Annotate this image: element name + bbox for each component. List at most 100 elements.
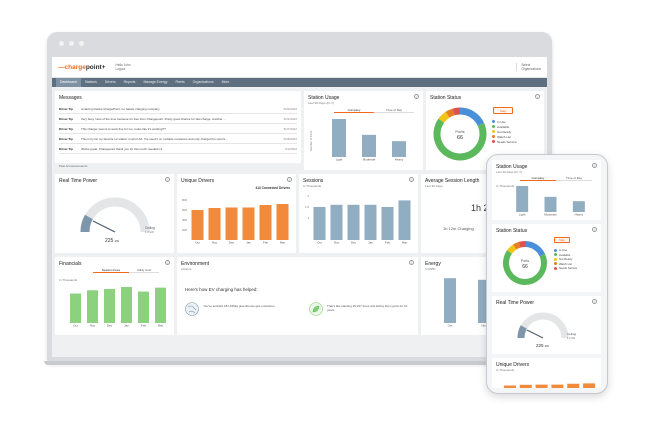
nav-fleets[interactable]: Fleets xyxy=(175,80,185,84)
x-tick-label: Oct xyxy=(448,324,453,328)
message-date: 5/28/2022 xyxy=(283,136,297,141)
station-status-title: Station Status xyxy=(430,95,462,101)
phone-station-usage-card: Station Usage Last 30 Days (Fr-T) i Comp… xyxy=(492,160,601,220)
chart-bar xyxy=(225,207,238,240)
sessions-card: Sessions In Thousands i Oct Nov Dec Jan Feb M… xyxy=(299,174,418,253)
info-icon[interactable]: i xyxy=(592,227,597,232)
legend-dot xyxy=(554,253,557,257)
y-tick-label: 1 xyxy=(307,216,309,220)
x-tick-label: Dec xyxy=(351,241,357,245)
y-tick-label: 1.5 xyxy=(305,205,310,209)
chart-bar xyxy=(519,384,532,388)
message-text: Amazing thanks ChargePoint, no hassle ch… xyxy=(81,106,160,111)
chart-bar xyxy=(551,384,564,388)
tab-time-of-day[interactable]: Time of Day xyxy=(556,176,592,181)
chart-bar xyxy=(362,134,376,157)
gauge-fill xyxy=(80,214,93,233)
info-icon[interactable]: i xyxy=(414,94,419,99)
donut-slice xyxy=(433,118,487,161)
message-row[interactable]: Driver Tip This charger seems to work fi… xyxy=(59,124,297,134)
info-icon[interactable]: i xyxy=(287,177,292,182)
tab-company[interactable]: Company xyxy=(334,108,374,113)
donut-slice xyxy=(513,241,521,250)
phone-usage-title: Station Usage xyxy=(496,164,528,170)
chart-bar xyxy=(242,207,255,240)
info-icon[interactable]: i xyxy=(165,177,170,182)
chart-bar xyxy=(313,207,326,240)
legend-needs-service: Needs Service xyxy=(492,139,517,144)
info-icon[interactable]: i xyxy=(592,299,597,304)
environment-card: Environment Lifetime i Here's how EV cha… xyxy=(177,257,418,335)
user-menu[interactable]: Hello John Logout xyxy=(116,63,131,71)
phone-drivers-card: Unique Drivers In Thousands xyxy=(492,358,601,388)
phone-donut-value: 66 xyxy=(522,264,528,270)
donut-slice xyxy=(518,241,526,248)
window-dot xyxy=(69,41,74,46)
tab-session-fees[interactable]: Session Fees xyxy=(93,268,129,273)
message-row[interactable]: Driver Tip Very busy most of the time be… xyxy=(59,114,297,124)
gauge-needle xyxy=(92,220,116,233)
ceiling-value: 1.2 kW xyxy=(145,230,154,234)
nav-dashboard[interactable]: Dashboard xyxy=(56,78,81,87)
real-time-power-title: Real Time Power xyxy=(59,178,98,184)
x-tick-label: Nov xyxy=(334,241,340,245)
nav-more[interactable]: More xyxy=(221,80,230,84)
gauge-needle xyxy=(526,329,544,339)
legend-dot xyxy=(554,257,557,261)
info-icon[interactable]: i xyxy=(592,163,597,168)
chart-bar xyxy=(191,210,204,240)
logo-prefix: —charge xyxy=(58,63,86,71)
legend-available: Available xyxy=(492,124,517,129)
org-selector[interactable]: Select Organizations xyxy=(516,63,541,71)
chart-bar xyxy=(544,196,557,212)
nav-reports[interactable]: Reports xyxy=(123,80,136,84)
station-usage-card: Station Usage Last 30 Days (Fr-T) i Comp… xyxy=(304,91,423,170)
nav-stations[interactable]: Stations xyxy=(84,80,97,84)
x-tick-label: Nov xyxy=(212,241,218,245)
nav-drivers[interactable]: Drivers xyxy=(104,80,116,84)
y-tick-label: 600 xyxy=(182,208,187,212)
chart-bar xyxy=(572,201,585,212)
laptop-base xyxy=(44,361,556,365)
message-row[interactable]: Driver Tip Amazing thanks ChargePoint, n… xyxy=(59,104,297,114)
sessions-chart: Oct Nov Dec Jan Feb Mar 1 1.5 2 xyxy=(305,194,411,245)
message-type: Driver Tip xyxy=(59,126,73,131)
tab-utility-cost[interactable]: Utility Cost xyxy=(129,268,159,273)
phone-status-legend: In Use Available Not Ready Watch List Ne… xyxy=(554,248,577,271)
donut-slice xyxy=(507,244,517,254)
info-icon[interactable]: i xyxy=(535,94,540,99)
tab-time-of-day[interactable]: Time of Day xyxy=(374,108,414,113)
nav-manage-energy[interactable]: Manage Energy xyxy=(143,80,168,84)
phone-screen: Station Usage Last 30 Days (Fr-T) i Comp… xyxy=(492,160,601,388)
phone-power-card: Real Time Power i 225 kW Ceiling 1.2 kW xyxy=(492,296,601,354)
x-tick-label: Feb xyxy=(385,241,391,245)
message-row[interactable]: Driver Tip This is by far my favorite L2… xyxy=(59,134,297,144)
info-icon[interactable]: i xyxy=(409,177,414,182)
chart-bar xyxy=(138,291,149,323)
financials-tabs: Session Fees Utility Cost xyxy=(93,268,159,273)
chart-bar xyxy=(259,205,272,240)
info-icon[interactable]: i xyxy=(409,260,414,265)
tab-company[interactable]: Company xyxy=(520,176,556,181)
phone-map-button[interactable]: Map xyxy=(554,237,570,243)
y-tick-label: 800 xyxy=(182,198,187,202)
chart-bar xyxy=(364,204,377,240)
message-date: 5/20/2022 xyxy=(283,106,297,111)
messages-title: Messages xyxy=(59,95,82,101)
x-tick-label: Light xyxy=(336,158,343,162)
x-tick-label: Jan xyxy=(246,241,251,245)
past-announcements-link[interactable]: Past Announcements xyxy=(55,163,301,170)
chart-bar xyxy=(121,287,132,323)
chargepoint-logo[interactable]: —chargepoint+ xyxy=(58,64,106,71)
nav-organizations[interactable]: Organizations xyxy=(192,80,214,84)
message-date: 5/27/2022 xyxy=(283,126,297,131)
message-text: This is by far my favorite L2 station in… xyxy=(81,136,228,141)
globe-icon xyxy=(185,302,199,316)
phone-ceiling-label: Ceiling xyxy=(567,332,577,336)
legend-dot xyxy=(554,248,557,252)
logout-link[interactable]: Logout xyxy=(115,67,126,71)
info-icon[interactable]: i xyxy=(165,260,170,265)
environment-stat-emissions: You've avoided 187,155kg greenhouse gas … xyxy=(203,304,275,308)
message-row[interactable]: Driver Tip Works great. Chargepoint than… xyxy=(59,144,297,154)
map-button[interactable]: Map xyxy=(493,107,513,114)
